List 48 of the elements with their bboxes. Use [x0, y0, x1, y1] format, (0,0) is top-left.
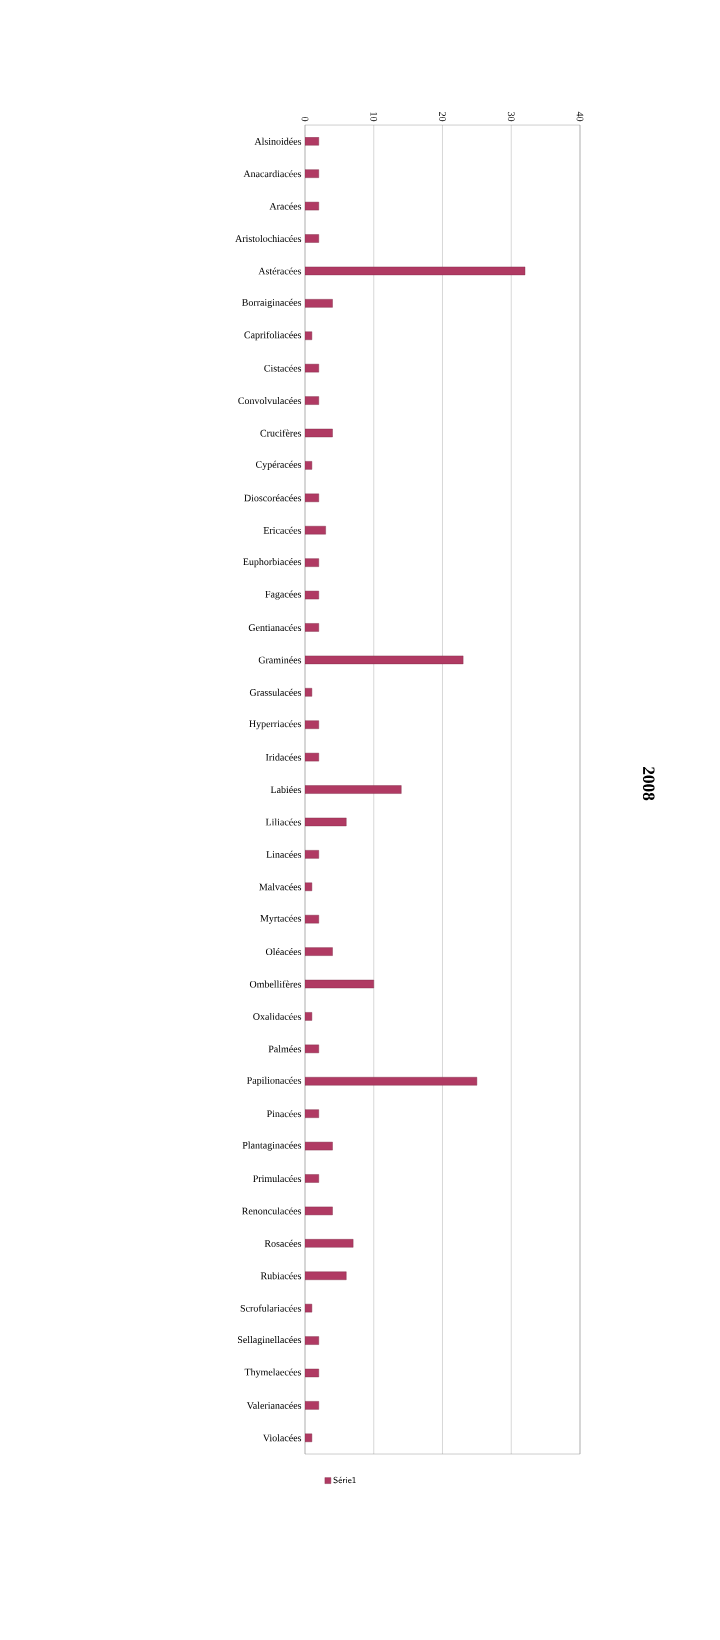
y-tick-label: Crucifères: [260, 429, 302, 437]
y-tick-label: Convolvulacées: [238, 397, 302, 405]
x-tick-label: 0: [301, 116, 309, 122]
y-tick-label: Ericacées: [263, 526, 302, 534]
y-tick-label: Oléacées: [265, 948, 302, 956]
y-tick-label: Scrofulariacées: [240, 1304, 302, 1312]
x-tick-label: 40: [576, 111, 584, 122]
y-tick-label: Grassulacées: [249, 688, 302, 696]
y-tick-label: Euphorbiacées: [243, 558, 302, 568]
y-tick-label: Oxalidacées: [253, 1012, 302, 1020]
y-tick-label: Rubiacées: [260, 1272, 302, 1280]
y-tick-label: Plantaginacées: [242, 1141, 302, 1151]
y-tick-label: Dioscoréacées: [244, 494, 302, 502]
x-tick-label: 10: [370, 112, 378, 122]
y-tick-label: Thymelaecées: [244, 1368, 302, 1378]
y-tick-label: Astéracées: [258, 267, 302, 275]
y-tick-label: Aracées: [269, 202, 302, 210]
y-tick-label: Iridacées: [265, 753, 302, 761]
y-tick-label: Primulacées: [253, 1174, 302, 1183]
y-tick-label: Liliacées: [265, 818, 302, 826]
y-tick-label: Labiées: [270, 786, 302, 794]
y-tick-label: Cistacées: [264, 364, 302, 372]
y-tick-label: Fagacées: [265, 590, 302, 600]
y-tick-label: Papilionacées: [246, 1076, 302, 1086]
y-tick-label: Cypéracées: [255, 460, 302, 470]
y-tick-label: Anacardiacées: [243, 170, 302, 178]
y-tick-label: Valerianacées: [246, 1401, 302, 1409]
y-tick-label: Borraiginacées: [242, 298, 302, 308]
y-tick-label: Malvacées: [259, 883, 302, 891]
y-tick-label: Ombellifères: [249, 980, 302, 988]
legend-label: Série1: [333, 1476, 356, 1484]
y-tick-label: Caprifoliacées: [244, 331, 302, 341]
y-tick-label: Palmées: [268, 1045, 302, 1053]
y-tick-label: Pinacées: [266, 1110, 302, 1118]
y-tick-label: Myrtacées: [260, 914, 302, 924]
text: 2008: [642, 767, 655, 801]
y-tick-label: Alsinoidées: [254, 137, 302, 145]
x-tick-label: 30: [507, 112, 515, 122]
y-tick-label: Aristolochiacées: [235, 234, 302, 243]
y-tick-label: Graminées: [258, 656, 302, 664]
y-tick-label: Hyperriacées: [249, 720, 302, 730]
y-tick-label: Sellaginellacées: [237, 1336, 302, 1346]
x-tick-label: 20: [439, 112, 446, 122]
y-tick-label: Rosacées: [264, 1239, 302, 1247]
y-tick-label: Gentianacées: [248, 623, 302, 631]
y-tick-label: Renonculacées: [242, 1207, 302, 1215]
y-tick-label: Linacées: [266, 850, 302, 858]
y-tick-label: Violacées: [262, 1434, 302, 1442]
